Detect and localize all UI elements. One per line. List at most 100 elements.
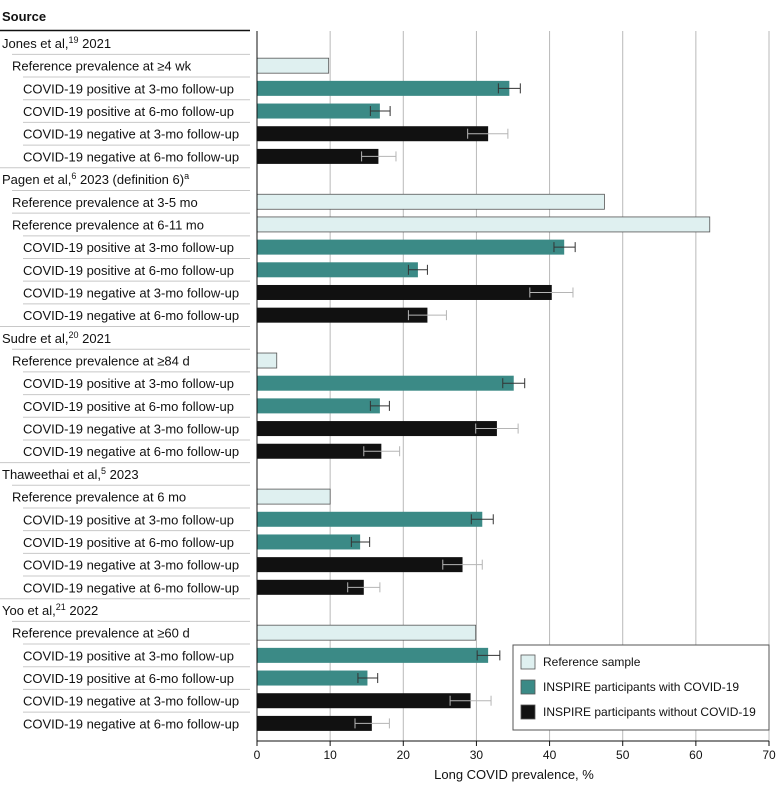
row-label: COVID-19 negative at 6-mo follow-up	[23, 149, 239, 164]
legend-label-neg: INSPIRE participants without COVID-19	[543, 705, 756, 719]
x-axis-title: Long COVID prevalence, %	[434, 767, 594, 782]
row-label: COVID-19 positive at 3-mo follow-up	[23, 648, 234, 663]
error-bar	[361, 151, 397, 162]
label-layer: Source Jones et al,19 2021 Reference prev…	[0, 9, 250, 731]
bar-layer	[256, 57, 711, 731]
error-bar	[467, 128, 509, 139]
bar-pos	[257, 647, 489, 663]
error-bar	[369, 400, 390, 411]
source-name: Sudre et al,	[2, 331, 69, 346]
row-label: COVID-19 negative at 3-mo follow-up	[23, 285, 239, 300]
source-ref-number: 21	[56, 602, 66, 612]
bar-pos	[257, 398, 380, 414]
bar-neg	[257, 148, 379, 164]
row-label: Reference prevalence at ≥60 d	[12, 626, 190, 641]
error-bar	[497, 83, 521, 94]
legend-label-ref: Reference sample	[543, 655, 641, 669]
row-label: COVID-19 negative at 3-mo follow-up	[23, 694, 239, 709]
legend: Reference sample INSPIRE participants wit…	[512, 644, 770, 731]
error-bar	[350, 536, 371, 547]
row-label: Reference prevalence at 6 mo	[12, 490, 186, 505]
bar-neg	[257, 421, 497, 437]
source-heading: Yoo et al,21 2022	[2, 602, 98, 618]
bar-pos	[257, 239, 565, 255]
row-label: COVID-19 positive at 6-mo follow-up	[23, 671, 234, 686]
error-bar	[470, 514, 494, 525]
bar-pos	[257, 375, 514, 391]
source-year: 2023 (definition 6)	[76, 172, 184, 187]
bar-pos	[257, 262, 418, 278]
source-ref-number: 5	[101, 466, 106, 476]
source-heading: Pagen et al,6 2023 (definition 6)a	[2, 171, 189, 187]
bar-ref	[256, 57, 330, 74]
source-year: 2021	[79, 36, 112, 51]
error-bar	[529, 287, 574, 298]
source-column-header: Source	[2, 9, 46, 24]
row-label: COVID-19 negative at 6-mo follow-up	[23, 580, 239, 595]
source-name: Yoo et al,	[2, 603, 56, 618]
bar-neg	[257, 307, 428, 323]
bar-pos	[257, 80, 510, 96]
row-label: COVID-19 negative at 3-mo follow-up	[23, 558, 239, 573]
row-label: COVID-19 positive at 6-mo follow-up	[23, 399, 234, 414]
bar-neg	[257, 579, 364, 595]
row-label: COVID-19 negative at 3-mo follow-up	[23, 422, 239, 437]
bar-ref	[256, 352, 278, 369]
source-year: 2021	[79, 331, 112, 346]
x-axis: Long COVID prevalence, % 0 10 20 30 40 50 60 70	[254, 31, 776, 782]
x-tick-label: 70	[762, 748, 776, 762]
x-tick-label: 0	[254, 748, 261, 762]
bar-pos	[257, 103, 380, 119]
source-footnote-mark: a	[184, 171, 189, 181]
bar-neg	[257, 284, 552, 300]
error-bar	[369, 106, 391, 117]
bar-neg	[257, 715, 372, 731]
x-tick-label: 50	[616, 748, 630, 762]
row-label: COVID-19 positive at 3-mo follow-up	[23, 376, 234, 391]
row-label: Reference prevalence at ≥4 wk	[12, 59, 192, 74]
row-label: Reference prevalence at 6-11 mo	[12, 217, 204, 232]
source-name: Pagen et al,	[2, 172, 71, 187]
source-heading: Thaweethai et al,5 2023	[2, 466, 139, 482]
bar-pos	[257, 670, 368, 686]
bar-neg	[257, 443, 382, 459]
bar-ref	[256, 624, 477, 641]
error-bar	[442, 559, 483, 570]
bar-neg	[257, 693, 471, 709]
error-bar	[347, 582, 381, 593]
source-ref-number: 6	[71, 171, 76, 181]
source-heading: Jones et al,19 2021	[2, 35, 111, 51]
source-heading: Sudre et al,20 2021	[2, 330, 111, 346]
legend-swatch-pos	[520, 679, 536, 695]
bar-pos	[257, 534, 361, 550]
bar-neg	[257, 557, 463, 573]
source-name: Jones et al,	[2, 36, 69, 51]
error-bar	[449, 695, 492, 706]
x-tick-label: 10	[323, 748, 337, 762]
bar-ref	[256, 488, 331, 505]
x-tick-label: 30	[470, 748, 484, 762]
error-bar	[363, 446, 401, 457]
bar-pos	[257, 511, 483, 527]
row-label: COVID-19 negative at 6-mo follow-up	[23, 308, 239, 323]
row-label: COVID-19 positive at 3-mo follow-up	[23, 240, 234, 255]
source-year: 2022	[66, 603, 99, 618]
row-label: Reference prevalence at ≥84 d	[12, 354, 190, 369]
error-bar	[553, 242, 576, 253]
error-bar	[407, 310, 447, 321]
x-tick-label: 60	[689, 748, 703, 762]
row-label: COVID-19 negative at 3-mo follow-up	[23, 127, 239, 142]
row-label: COVID-19 positive at 3-mo follow-up	[23, 512, 234, 527]
row-label: COVID-19 positive at 6-mo follow-up	[23, 104, 234, 119]
legend-label-pos: INSPIRE participants with COVID-19	[543, 680, 739, 694]
x-tick-label: 20	[397, 748, 411, 762]
source-ref-number: 19	[69, 35, 79, 45]
error-bar	[475, 423, 519, 434]
error-bar	[476, 650, 501, 661]
error-bar	[407, 264, 428, 275]
row-label: COVID-19 negative at 6-mo follow-up	[23, 716, 239, 731]
error-bar	[354, 718, 390, 729]
source-year: 2023	[106, 467, 139, 482]
bar-neg	[257, 126, 489, 142]
